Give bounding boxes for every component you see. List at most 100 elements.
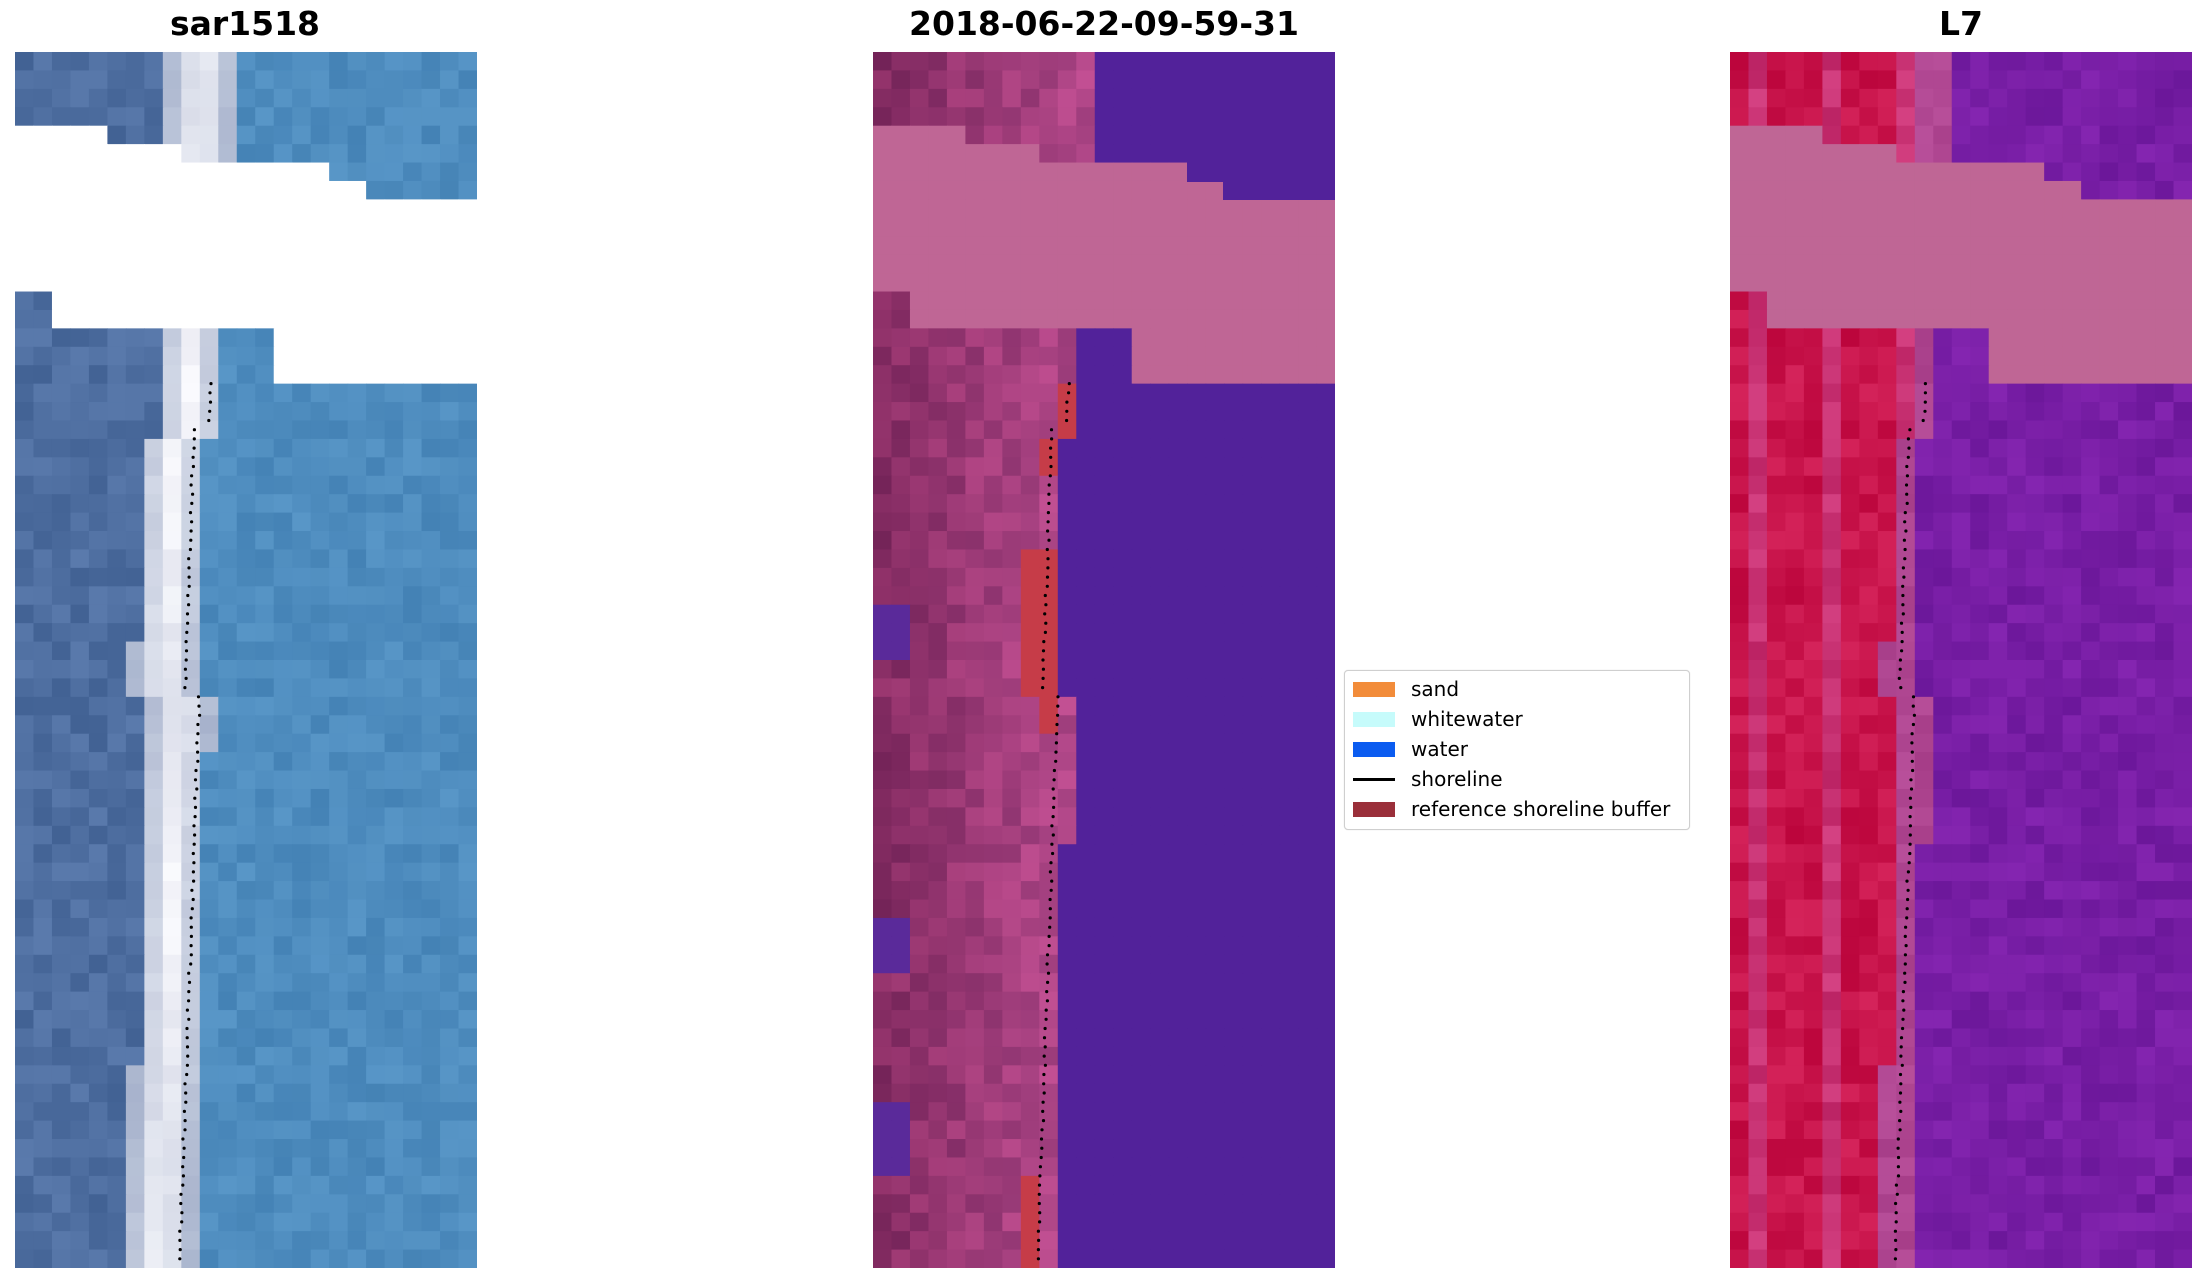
image-pixel	[421, 144, 441, 164]
image-pixel	[1748, 991, 1768, 1011]
shoreline-point	[190, 907, 194, 911]
image-pixel	[909, 1139, 930, 1159]
image-pixel	[458, 715, 477, 735]
image-pixel	[965, 328, 985, 348]
image-pixel	[2044, 788, 2064, 808]
image-pixel	[1896, 678, 1916, 698]
image-pixel	[1877, 678, 1897, 698]
image-pixel	[88, 1194, 108, 1214]
image-pixel	[107, 586, 127, 606]
image-pixel	[15, 1083, 35, 1103]
image-pixel	[1057, 733, 1077, 753]
image-pixel	[88, 862, 108, 882]
image-pixel	[2118, 862, 2138, 882]
image-pixel	[421, 715, 441, 735]
image-pixel	[1279, 512, 1299, 532]
image-pixel	[1766, 788, 1787, 808]
image-pixel	[1988, 954, 2008, 974]
image-pixel	[107, 1065, 127, 1085]
image-pixel	[107, 1102, 127, 1122]
image-pixel	[292, 365, 312, 385]
image-pixel	[1933, 917, 1953, 937]
image-pixel	[873, 733, 893, 753]
image-pixel	[1822, 438, 1842, 458]
image-pixel	[1933, 162, 1953, 182]
image-pixel	[1896, 328, 1916, 348]
image-pixel	[181, 365, 201, 385]
image-pixel	[1748, 144, 1768, 164]
image-pixel	[1002, 567, 1022, 587]
image-pixel	[181, 420, 201, 440]
image-pixel	[199, 881, 219, 901]
image-pixel	[1822, 144, 1842, 164]
image-pixel	[1261, 844, 1281, 864]
image-pixel	[2136, 678, 2156, 698]
image-pixel	[1168, 1083, 1188, 1103]
image-pixel	[1877, 365, 1897, 385]
image-pixel	[1131, 420, 1151, 440]
image-pixel	[1803, 1102, 1823, 1122]
image-pixel	[983, 807, 1003, 827]
image-pixel	[1039, 660, 1059, 680]
image-pixel	[1094, 291, 1114, 311]
image-pixel	[2155, 273, 2175, 293]
image-pixel	[1057, 273, 1077, 293]
image-pixel	[1242, 1028, 1262, 1048]
image-pixel	[946, 144, 966, 164]
image-pixel	[458, 973, 477, 993]
image-pixel	[51, 1065, 72, 1085]
shoreline-point	[1043, 593, 1047, 598]
image-pixel	[51, 144, 72, 164]
image-pixel	[965, 973, 985, 993]
image-pixel	[421, 1175, 441, 1195]
image-pixel	[310, 88, 330, 108]
image-pixel	[199, 973, 219, 993]
image-pixel	[909, 88, 930, 108]
shoreline-point	[1043, 1045, 1047, 1049]
image-pixel	[125, 715, 145, 735]
image-pixel	[1205, 733, 1225, 753]
image-pixel	[2136, 1139, 2156, 1159]
image-pixel	[1822, 365, 1842, 385]
image-pixel	[199, 70, 219, 90]
image-pixel	[2136, 770, 2156, 790]
image-pixel	[33, 70, 53, 90]
image-pixel	[255, 641, 275, 661]
image-pixel	[366, 346, 386, 366]
image-pixel	[1076, 862, 1096, 882]
image-pixel	[440, 217, 460, 237]
image-pixel	[15, 1120, 35, 1140]
image-pixel	[125, 752, 145, 772]
image-pixel	[1187, 254, 1207, 274]
image-pixel	[310, 623, 330, 643]
image-pixel	[15, 991, 35, 1011]
image-pixel	[873, 899, 893, 919]
image-pixel	[1113, 586, 1133, 606]
image-pixel	[1057, 457, 1077, 477]
image-pixel	[1131, 309, 1151, 329]
image-pixel	[1988, 881, 2008, 901]
image-pixel	[199, 862, 219, 882]
image-pixel	[458, 991, 477, 1011]
image-pixel	[33, 586, 53, 606]
image-pixel	[384, 752, 404, 772]
image-pixel	[1131, 1065, 1151, 1085]
image-pixel	[70, 125, 90, 145]
image-pixel	[1730, 328, 1750, 348]
image-pixel	[33, 991, 53, 1011]
image-pixel	[891, 180, 911, 200]
image-pixel	[983, 899, 1003, 919]
image-pixel	[292, 973, 312, 993]
image-pixel	[1859, 862, 1879, 882]
image-pixel	[125, 604, 145, 624]
image-pixel	[1970, 144, 1990, 164]
image-pixel	[366, 457, 386, 477]
image-pixel	[1766, 88, 1787, 108]
image-pixel	[1970, 328, 1990, 348]
image-pixel	[2007, 402, 2027, 422]
image-pixel	[873, 825, 893, 845]
image-pixel	[2173, 70, 2192, 90]
image-pixel	[1766, 494, 1787, 514]
image-pixel	[965, 144, 985, 164]
image-pixel	[1076, 936, 1096, 956]
